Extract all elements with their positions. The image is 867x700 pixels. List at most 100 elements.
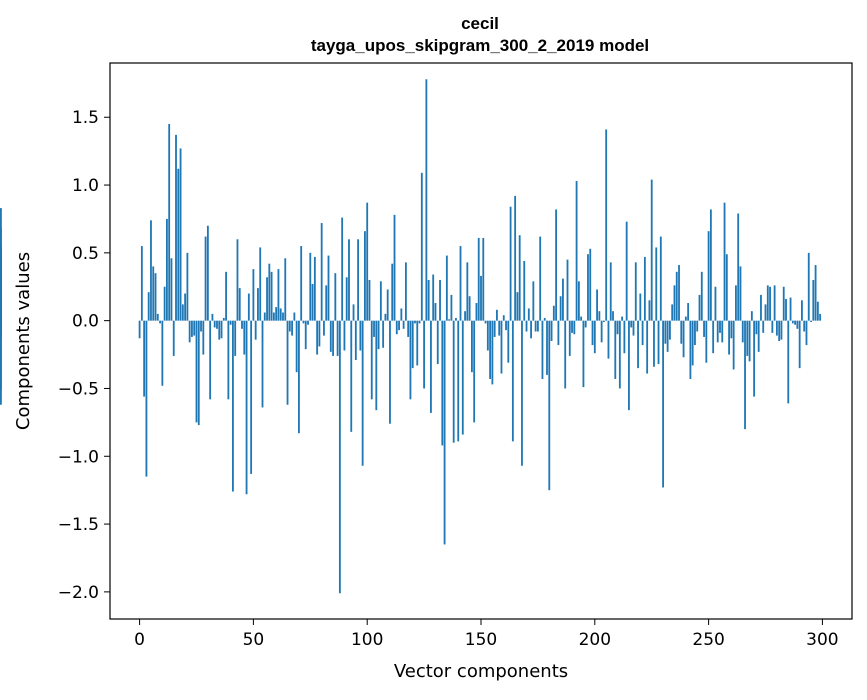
bar-168 — [521, 320, 523, 466]
bar-177 — [541, 320, 544, 379]
bar-undefined — [0, 320, 2, 405]
bar-61 — [277, 269, 280, 321]
bar-164 — [511, 320, 514, 442]
bar-33 — [213, 320, 216, 328]
bar-255 — [719, 320, 721, 333]
bar-83 — [327, 255, 330, 321]
bar-94 — [352, 304, 355, 321]
bar-153 — [486, 320, 489, 351]
bar-87 — [336, 320, 339, 356]
bar-125 — [423, 320, 426, 389]
bar-191 — [573, 320, 576, 335]
bar-1 — [140, 246, 143, 321]
bar-114 — [398, 320, 400, 331]
bar-15 — [172, 320, 175, 356]
bar-253 — [714, 286, 717, 321]
bar-250 — [707, 231, 710, 321]
y-tick-label: 0.5 — [72, 244, 99, 264]
bar-240 — [684, 316, 687, 321]
bar-264 — [739, 266, 742, 321]
bar-135 — [445, 255, 448, 321]
bar-42 — [234, 320, 237, 356]
bar-79 — [318, 320, 321, 347]
bar-160 — [502, 315, 505, 321]
x-axis-label: Vector components — [394, 661, 568, 682]
bar-161 — [505, 320, 507, 331]
y-tick-label: 1.0 — [72, 176, 99, 196]
bar-110 — [389, 320, 391, 424]
bar-249 — [705, 320, 708, 363]
bar-137 — [450, 294, 453, 321]
bar-48 — [247, 293, 250, 321]
bar-152 — [484, 320, 487, 324]
bar-133 — [441, 320, 444, 446]
bar-239 — [682, 320, 685, 358]
bar-136 — [448, 319, 451, 321]
bar-105 — [377, 320, 380, 350]
bar-122 — [416, 320, 419, 366]
bar-6 — [152, 266, 155, 321]
bar-158 — [498, 320, 501, 336]
bar-181 — [550, 320, 553, 341]
bar-285 — [787, 320, 790, 404]
bar-99 — [364, 231, 366, 321]
bar-286 — [789, 297, 792, 321]
bar-9 — [159, 320, 161, 324]
bar-270 — [753, 320, 756, 397]
bar-141 — [459, 246, 462, 321]
bar-19 — [181, 304, 184, 321]
bar-178 — [543, 317, 546, 321]
bar-263 — [737, 213, 740, 321]
bar-131 — [436, 320, 439, 365]
bar-81 — [323, 320, 325, 336]
bar-284 — [785, 298, 787, 321]
bar-124 — [420, 172, 423, 321]
bar-212 — [621, 316, 624, 321]
bar-97 — [359, 320, 362, 351]
bar-260 — [730, 320, 733, 339]
bar-205 — [605, 129, 608, 321]
ticks-layer: 0 50 100 150 200 250 300 1.5 1.0 0.5 0.0 −0.5 −1.0 −1… — [58, 108, 839, 650]
bar-143 — [464, 311, 466, 321]
bar-223 — [646, 320, 649, 374]
bar-266 — [744, 320, 746, 430]
bar-132 — [439, 279, 441, 321]
bar-232 — [666, 320, 669, 352]
bar-221 — [641, 320, 644, 346]
bar-46 — [243, 320, 246, 355]
bar-34 — [216, 320, 218, 329]
bar-89 — [341, 217, 344, 321]
bar-67 — [291, 320, 293, 336]
bar-118 — [407, 320, 410, 337]
y-tick-label: −2.0 — [58, 583, 99, 603]
bar-167 — [518, 235, 521, 321]
bar-146 — [470, 320, 473, 373]
bar-297 — [814, 265, 817, 321]
bar-129 — [432, 274, 435, 321]
bar-257 — [723, 202, 726, 321]
bar-259 — [728, 320, 730, 355]
bar-93 — [350, 320, 353, 432]
bar-32 — [211, 313, 214, 321]
bar-183 — [555, 209, 558, 321]
bar-119 — [409, 320, 412, 400]
y-tick-label: −1.0 — [58, 447, 99, 467]
bar-113 — [395, 320, 398, 335]
bar-201 — [596, 289, 598, 321]
bar-100 — [366, 202, 369, 321]
bar-174 — [534, 320, 537, 332]
bar-102 — [370, 320, 373, 400]
bar-226 — [653, 320, 655, 367]
bar-35 — [218, 320, 221, 340]
bar-64 — [284, 258, 287, 321]
bar-238 — [680, 320, 683, 344]
bar-287 — [791, 320, 794, 324]
bar-17 — [177, 168, 180, 321]
bar-261 — [732, 320, 735, 370]
bar-18 — [179, 148, 182, 321]
x-tick-label: 100 — [351, 630, 383, 650]
bar-279 — [773, 285, 776, 321]
bar-72 — [302, 320, 305, 324]
bar-139 — [455, 317, 457, 321]
bar-294 — [807, 252, 810, 321]
